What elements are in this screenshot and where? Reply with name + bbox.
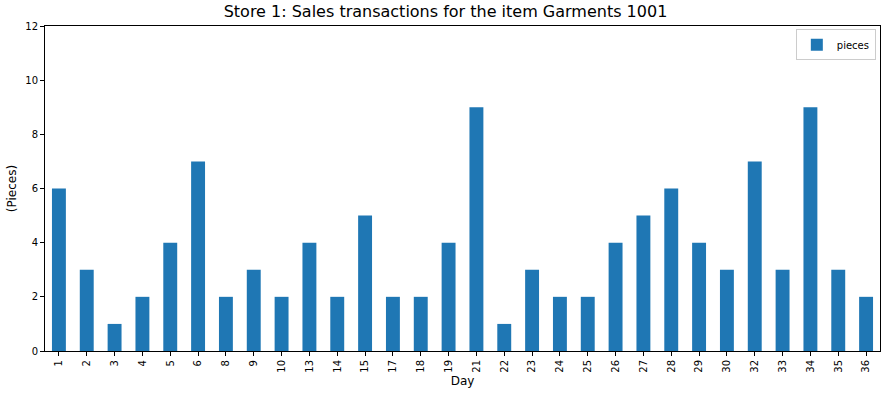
svg-text:8: 8 bbox=[32, 129, 38, 140]
svg-text:33: 33 bbox=[777, 360, 788, 373]
svg-text:6: 6 bbox=[192, 360, 203, 366]
svg-text:6: 6 bbox=[32, 183, 38, 194]
svg-text:25: 25 bbox=[582, 360, 593, 373]
svg-text:5: 5 bbox=[165, 360, 176, 366]
svg-text:36: 36 bbox=[860, 360, 871, 373]
svg-text:17: 17 bbox=[387, 360, 398, 373]
svg-text:13: 13 bbox=[304, 360, 315, 373]
svg-text:14: 14 bbox=[332, 360, 343, 373]
svg-text:26: 26 bbox=[610, 360, 621, 373]
svg-text:23: 23 bbox=[526, 360, 537, 373]
svg-text:10: 10 bbox=[25, 75, 38, 86]
svg-text:21: 21 bbox=[471, 360, 482, 373]
svg-text:0: 0 bbox=[32, 346, 38, 357]
svg-text:2: 2 bbox=[81, 360, 92, 366]
svg-text:Day: Day bbox=[451, 374, 475, 388]
svg-text:15: 15 bbox=[359, 360, 370, 373]
svg-text:(Pieces): (Pieces) bbox=[5, 165, 19, 212]
svg-text:9: 9 bbox=[248, 360, 259, 366]
svg-text:1: 1 bbox=[53, 360, 64, 366]
svg-text:30: 30 bbox=[721, 360, 732, 373]
svg-text:8: 8 bbox=[220, 360, 231, 366]
svg-text:2: 2 bbox=[32, 291, 38, 302]
svg-text:24: 24 bbox=[554, 360, 565, 373]
svg-text:4: 4 bbox=[32, 237, 38, 248]
svg-text:34: 34 bbox=[805, 360, 816, 373]
svg-text:19: 19 bbox=[443, 360, 454, 373]
svg-text:18: 18 bbox=[415, 360, 426, 373]
svg-text:10: 10 bbox=[276, 360, 287, 373]
svg-text:pieces: pieces bbox=[837, 40, 869, 51]
svg-text:35: 35 bbox=[833, 360, 844, 373]
svg-text:29: 29 bbox=[693, 360, 704, 373]
svg-text:12: 12 bbox=[25, 21, 38, 32]
svg-text:28: 28 bbox=[666, 360, 677, 373]
svg-text:22: 22 bbox=[499, 360, 510, 373]
svg-text:4: 4 bbox=[137, 360, 148, 366]
svg-text:32: 32 bbox=[749, 360, 760, 373]
svg-text:Store 1: Sales transactions fo: Store 1: Sales transactions for the item… bbox=[224, 2, 668, 21]
svg-text:3: 3 bbox=[109, 360, 120, 366]
svg-text:27: 27 bbox=[638, 360, 649, 373]
